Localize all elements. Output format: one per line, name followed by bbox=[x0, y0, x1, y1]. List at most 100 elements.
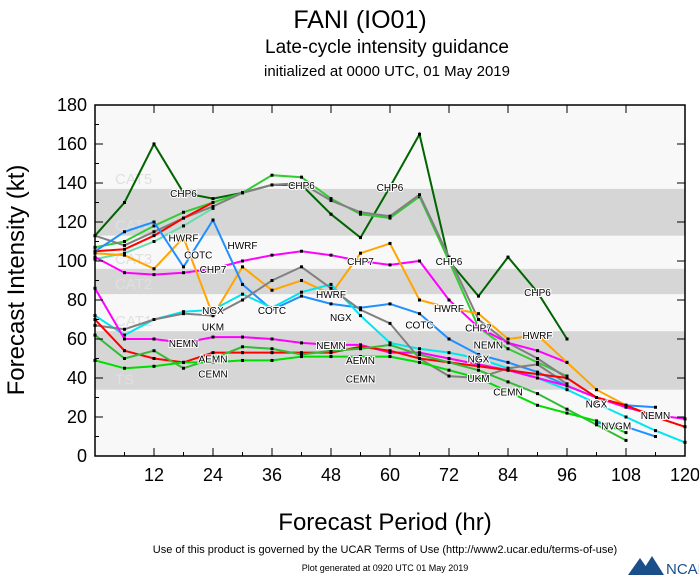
data-point bbox=[595, 396, 598, 399]
data-point bbox=[595, 388, 598, 392]
data-point bbox=[654, 413, 657, 417]
data-point bbox=[123, 251, 126, 255]
series-label-cotc: COTC bbox=[405, 321, 433, 332]
data-point bbox=[152, 220, 156, 224]
data-point bbox=[654, 415, 657, 419]
data-point bbox=[300, 265, 303, 269]
series-label-ngx: NGX bbox=[330, 313, 352, 324]
data-point bbox=[359, 259, 362, 263]
band-cat2 bbox=[95, 268, 685, 295]
data-point bbox=[182, 191, 185, 195]
data-point bbox=[123, 349, 126, 353]
series-label-hwrf: HWRF bbox=[316, 290, 346, 301]
data-point bbox=[329, 355, 333, 359]
data-point bbox=[152, 142, 156, 146]
data-point bbox=[477, 318, 480, 321]
data-point bbox=[182, 271, 185, 275]
data-point bbox=[536, 392, 539, 396]
data-point bbox=[359, 308, 362, 312]
data-point bbox=[182, 366, 185, 370]
data-point bbox=[506, 341, 510, 345]
data-point bbox=[123, 240, 126, 243]
data-point bbox=[270, 279, 274, 282]
data-point bbox=[418, 347, 421, 351]
x-tick-label: 36 bbox=[262, 465, 282, 485]
data-point bbox=[447, 306, 451, 310]
band-label-cat4: CAT4 bbox=[115, 218, 152, 235]
data-point bbox=[506, 255, 510, 259]
data-point bbox=[447, 298, 451, 302]
data-point bbox=[329, 199, 333, 203]
data-point bbox=[477, 294, 480, 298]
ncar-logo-text: NCAR bbox=[666, 561, 699, 577]
y-tick-label: 60 bbox=[67, 329, 87, 349]
series-label-ukm: UKM bbox=[202, 323, 224, 334]
init-time: initialized at 0000 UTC, 01 May 2019 bbox=[264, 63, 510, 80]
series-label-nemn: NEMN bbox=[474, 340, 503, 351]
data-point bbox=[418, 298, 421, 302]
data-point bbox=[359, 212, 362, 216]
data-point bbox=[241, 358, 244, 362]
data-point bbox=[152, 267, 156, 271]
data-point bbox=[388, 355, 392, 359]
data-point bbox=[388, 343, 392, 347]
series-label-ngx: NGX bbox=[586, 399, 608, 410]
data-point bbox=[182, 310, 185, 314]
data-point bbox=[447, 351, 451, 355]
plot-generated: Plot generated at 0920 UTC 01 May 2019 bbox=[302, 563, 469, 573]
series-lines bbox=[93, 131, 687, 444]
data-point bbox=[477, 357, 480, 360]
series-label-ukm: UKM bbox=[467, 374, 489, 385]
data-point bbox=[447, 374, 451, 378]
series-label-hwrf: HWRF bbox=[228, 241, 258, 252]
data-point bbox=[536, 333, 539, 337]
series-label-chp7: CHP7 bbox=[347, 257, 374, 268]
data-point bbox=[359, 347, 362, 351]
data-point bbox=[624, 403, 628, 407]
data-point bbox=[241, 259, 244, 263]
data-point bbox=[270, 337, 274, 341]
series-label-nvgm: NVGM bbox=[601, 421, 631, 432]
data-point bbox=[152, 337, 156, 341]
data-point bbox=[270, 358, 274, 362]
data-point bbox=[182, 360, 185, 364]
band-label-ts: TS bbox=[115, 372, 134, 389]
data-point bbox=[329, 351, 333, 355]
data-point bbox=[536, 290, 539, 294]
data-point bbox=[536, 362, 539, 366]
data-point bbox=[418, 353, 421, 357]
data-point bbox=[329, 343, 333, 347]
data-point bbox=[241, 351, 244, 355]
series-label-ngx: NGX bbox=[468, 355, 490, 366]
data-point bbox=[182, 216, 185, 220]
data-point bbox=[359, 314, 362, 318]
data-point bbox=[152, 240, 156, 243]
data-point bbox=[447, 368, 451, 372]
data-point bbox=[300, 290, 303, 294]
data-point bbox=[388, 351, 392, 355]
y-tick-label: 40 bbox=[67, 368, 87, 388]
x-tick-label: 84 bbox=[498, 465, 518, 485]
x-tick-label: 60 bbox=[380, 465, 400, 485]
data-point bbox=[300, 181, 303, 185]
series-label-nemn: NEMN bbox=[641, 411, 670, 422]
data-point bbox=[565, 407, 569, 411]
data-point bbox=[123, 243, 126, 247]
data-point bbox=[447, 337, 451, 341]
data-point bbox=[241, 292, 244, 296]
data-point bbox=[152, 234, 156, 238]
data-point bbox=[300, 294, 303, 298]
data-point bbox=[329, 349, 333, 353]
data-point bbox=[270, 183, 274, 187]
data-point bbox=[300, 279, 303, 282]
data-point bbox=[565, 376, 569, 380]
data-point bbox=[211, 267, 215, 271]
data-point bbox=[300, 351, 303, 355]
data-point bbox=[211, 197, 215, 201]
data-point bbox=[388, 216, 392, 220]
data-point bbox=[241, 345, 244, 349]
data-point bbox=[506, 368, 510, 372]
data-point bbox=[447, 255, 451, 259]
